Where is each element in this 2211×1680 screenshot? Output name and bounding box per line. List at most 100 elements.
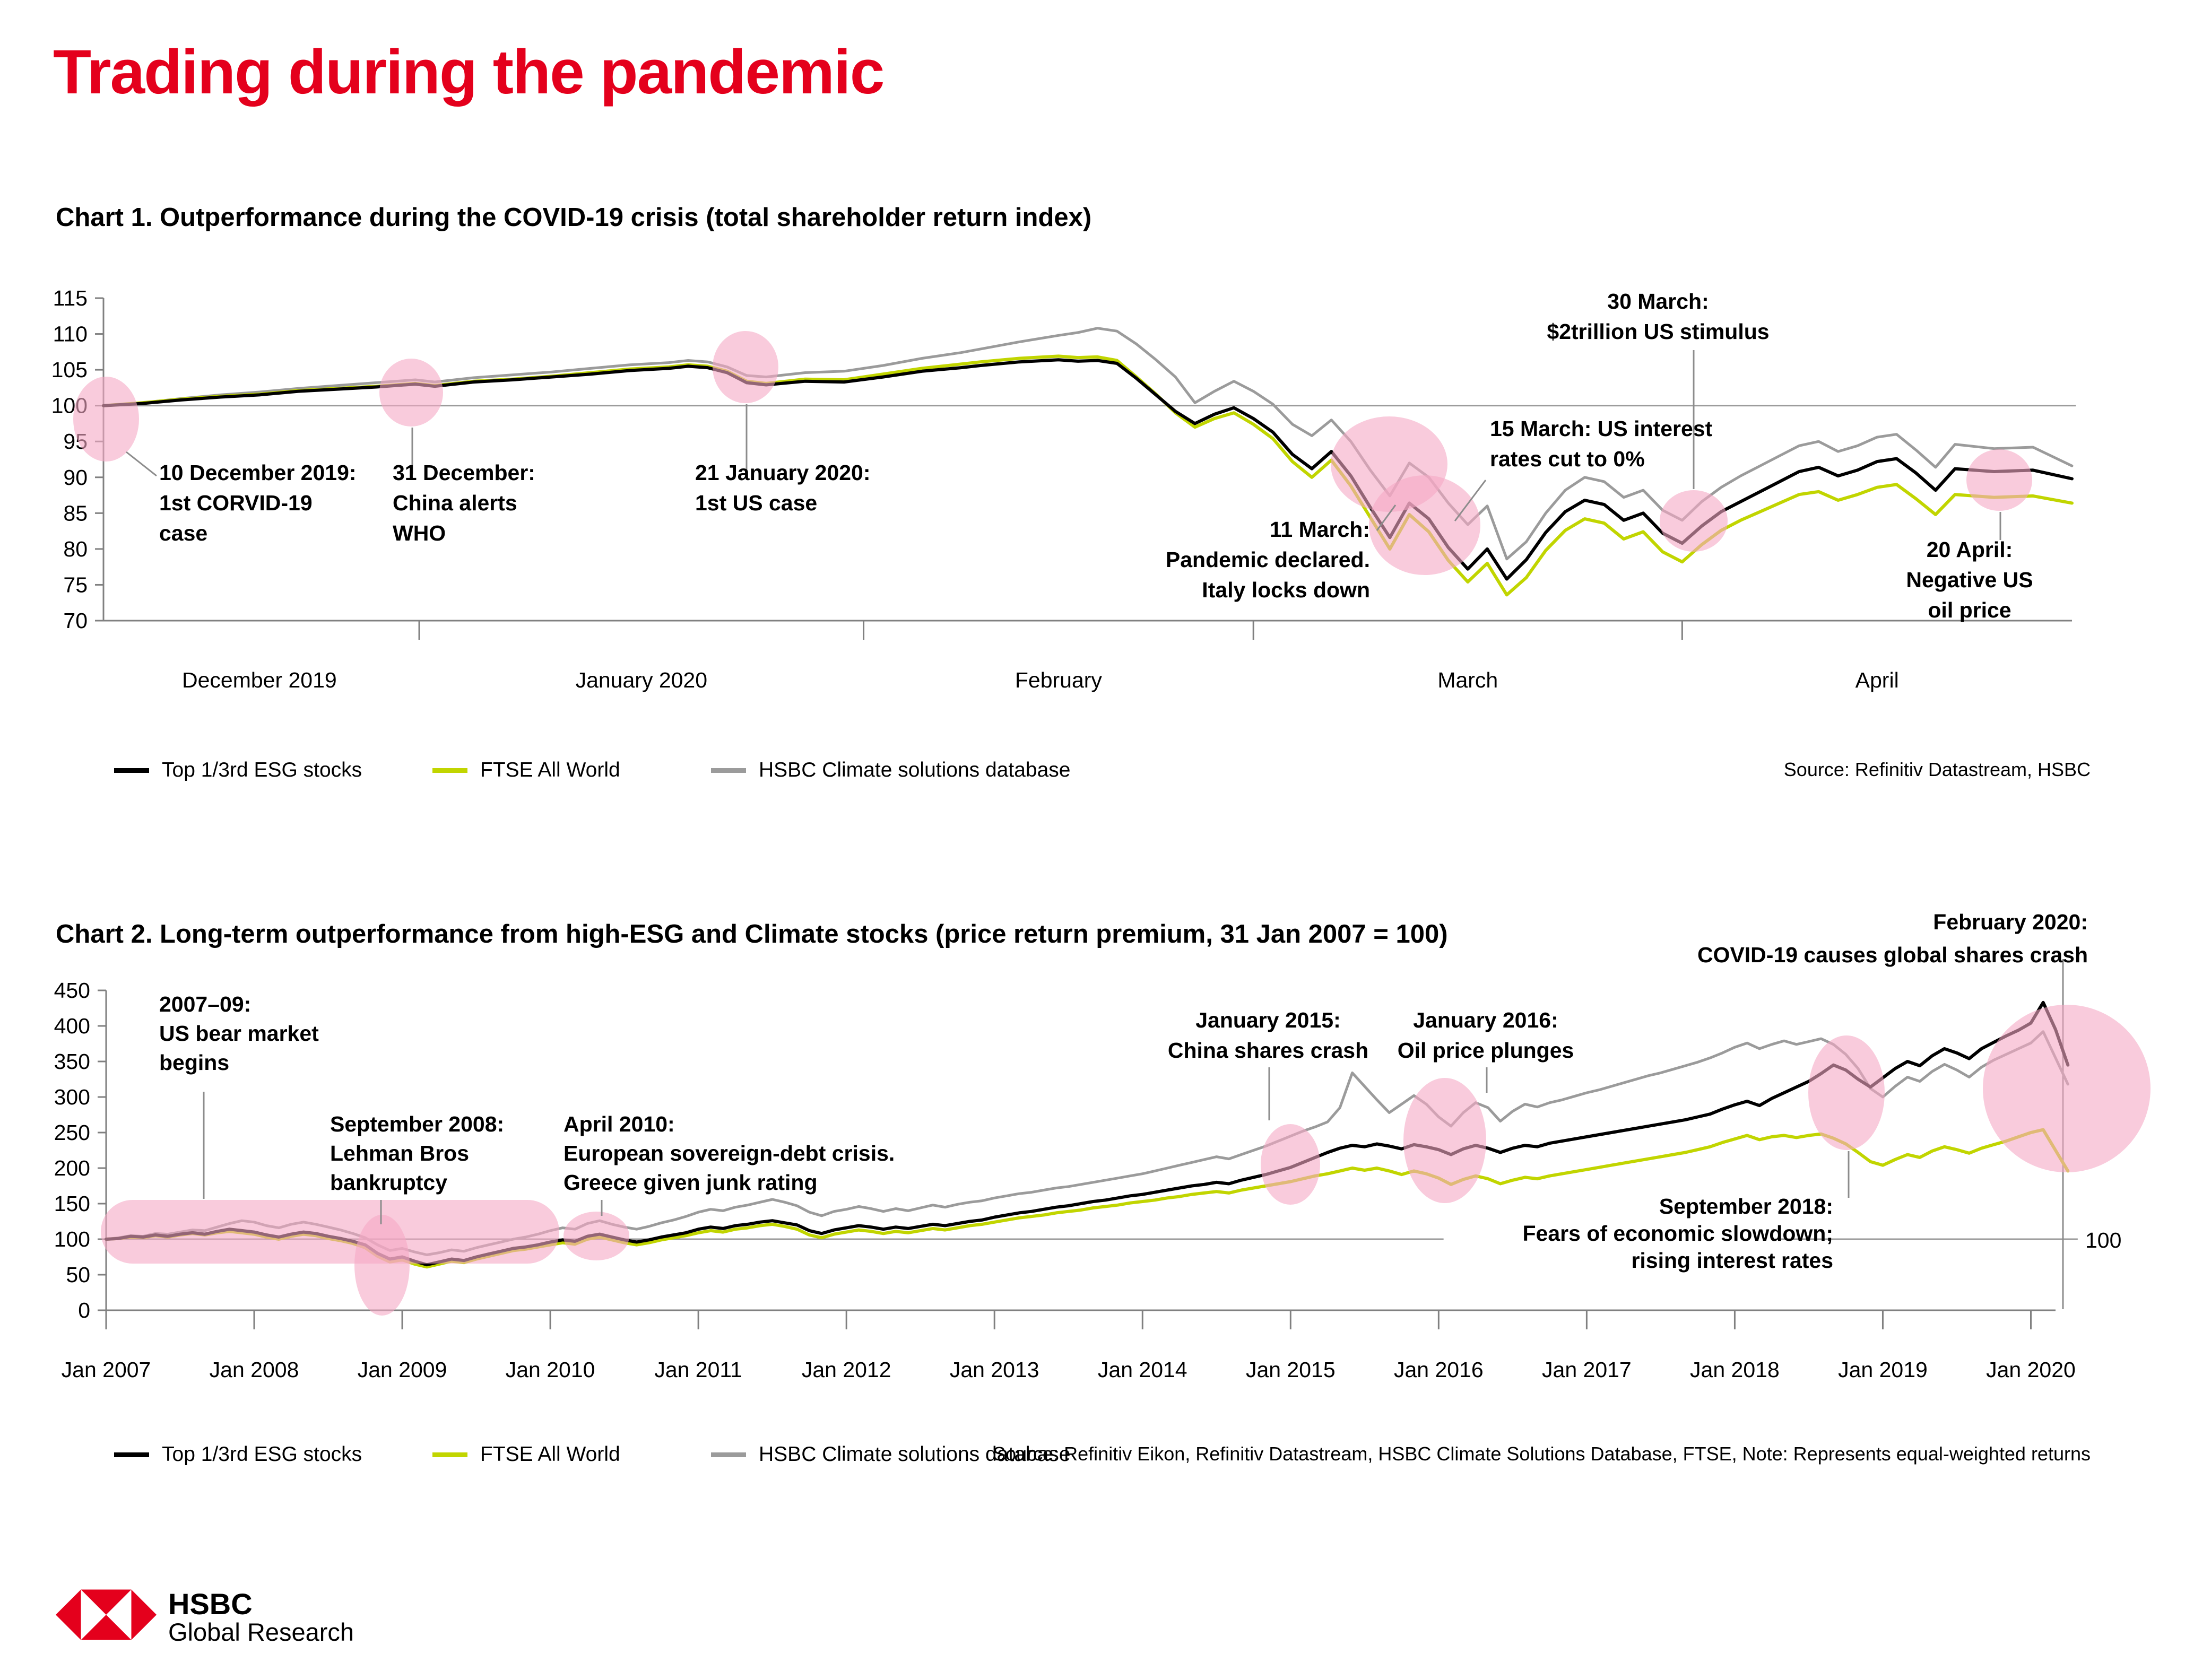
c2-x-label: Jan 2018 [1690, 1357, 1780, 1382]
c2-y-tick-label: 350 [54, 1049, 90, 1074]
c2-x-label: Jan 2020 [1986, 1357, 2076, 1382]
c1-highlight-region [379, 359, 443, 426]
legend-swatch-esg-icon [114, 768, 149, 773]
c1-annotation-text: 20 April: [1927, 537, 2013, 562]
c2-y-tick-label: 50 [66, 1263, 90, 1287]
chart1-title: Chart 1. Outperformance during the COVID… [56, 203, 1092, 232]
c2-highlight-region [1983, 1005, 2151, 1172]
c2-x-label: Jan 2013 [950, 1357, 1039, 1382]
c1-annotation-connector [126, 451, 157, 477]
c1-annotation-text: 21 January 2020: [695, 460, 871, 485]
legend-label-climate: HSBC Climate solutions database [759, 1443, 1071, 1466]
c2-y-tick-label: 0 [78, 1298, 90, 1322]
c2-highlight-region [101, 1200, 559, 1264]
c2-x-label: Jan 2015 [1246, 1357, 1336, 1382]
c2-y-tick-label: 400 [54, 1014, 90, 1038]
c1-annotation-connector [1376, 504, 1397, 531]
c2-y-tick-label: 250 [54, 1120, 90, 1145]
c2-x-label: Jan 2011 [654, 1357, 742, 1382]
c1-annotation-text: 1st US case [695, 491, 817, 515]
c2-annotation-text: January 2016: [1413, 1008, 1558, 1032]
c2-plot: 450 400 350 300 250 200 150 100 50 0 Jan 2007 Jan 2… [54, 910, 2151, 1382]
c2-x-label: Jan 2017 [1542, 1357, 1632, 1382]
c1-annotation-text: Negative US [1906, 568, 2033, 592]
c2-annotation-text: Fears of economic slowdown; [1523, 1221, 1833, 1246]
c1-annotation-text: rates cut to 0% [1490, 447, 1645, 471]
c1-annotation-text: 15 March: US interest [1490, 416, 1713, 441]
c2-annotation-text: begins [159, 1050, 229, 1075]
legend-item-ftse-chart1: FTSE All World [432, 759, 620, 782]
c2-annotation-text: Oil price plunges [1398, 1038, 1574, 1063]
c2-highlight-region [563, 1212, 629, 1260]
logo-division: Global Research [168, 1618, 354, 1646]
c1-highlight-region [713, 331, 778, 403]
hsbc-hexagon-icon [56, 1589, 157, 1640]
c1-x-label: January 2020 [576, 668, 707, 692]
c2-annotation-text: April 2010: [563, 1112, 675, 1136]
legend-label-climate: HSBC Climate solutions database [759, 759, 1071, 781]
c1-annotation-text: 11 March: [1270, 517, 1370, 542]
legend-label-ftse: FTSE All World [480, 759, 620, 781]
c2-x-label: Jan 2014 [1098, 1357, 1187, 1382]
c1-annotation-text: Italy locks down [1202, 578, 1370, 602]
c1-series-hsbc-climate-solutions-database [102, 327, 2074, 561]
c1-highlight-region [1369, 475, 1480, 575]
c1-annotation-text: China alerts [393, 491, 517, 515]
c2-annotation-text: Greece given junk rating [563, 1170, 818, 1195]
c1-x-label: March [1437, 668, 1498, 692]
legend-label-esg: Top 1/3rd ESG stocks [162, 1443, 362, 1466]
legend-label-ftse: FTSE All World [480, 1443, 620, 1466]
c1-annotation-text: case [159, 521, 207, 545]
chart2-title: Chart 2. Long-term outperformance from h… [56, 920, 1448, 948]
c1-annotation-text: 31 December: [393, 460, 535, 485]
page-title: Trading during the pandemic [53, 37, 885, 107]
c1-highlight-region [1660, 490, 1728, 552]
c2-x-label: Jan 2016 [1394, 1357, 1484, 1382]
c1-series-top-1-3rd-esg-stocks [102, 358, 2074, 581]
c1-y-tick-label: 85 [63, 501, 88, 525]
c2-annotation-text: September 2018: [1659, 1194, 1833, 1218]
legend-item-ftse-chart2: FTSE All World [432, 1443, 620, 1466]
c2-x-label: Jan 2007 [62, 1357, 151, 1382]
c2-annotation-text: September 2008: [330, 1112, 504, 1136]
legend-swatch-esg-icon [114, 1452, 149, 1457]
c1-x-label: February [1015, 668, 1103, 692]
legend-item-esg-chart1: Top 1/3rd ESG stocks [114, 759, 362, 782]
chart2-source: Source: Refinitiv Eikon, Refinitiv Datas… [993, 1443, 2091, 1465]
c2-annotation-text: rising interest rates [1631, 1248, 1833, 1273]
c1-annotation-text: 30 March: [1607, 289, 1709, 314]
c2-y-tick-label: 450 [54, 978, 90, 1003]
c1-highlight-region [73, 377, 139, 462]
c2-x-label: Jan 2010 [506, 1357, 595, 1382]
c2-highlight-region [1808, 1035, 1885, 1150]
c1-y-tick-label: 80 [63, 537, 88, 561]
legend-swatch-ftse-icon [432, 768, 467, 773]
legend-swatch-ftse-icon [432, 1452, 467, 1457]
c2-annotation-text: bankruptcy [330, 1170, 447, 1195]
legend-item-esg-chart2: Top 1/3rd ESG stocks [114, 1443, 362, 1466]
c2-y-tick-label: 200 [54, 1156, 90, 1180]
c2-y-tick-label: 100 [54, 1227, 90, 1251]
c1-annotation-text: $2trillion US stimulus [1547, 319, 1769, 344]
c1-y-tick-label: 75 [63, 572, 88, 597]
c1-y-tick-label: 105 [51, 358, 88, 382]
legend-item-climate-chart2: HSBC Climate solutions database [711, 1443, 1070, 1466]
c1-annotation-text: WHO [393, 521, 446, 545]
c1-y-tick-label: 90 [63, 465, 88, 490]
c2-x-label: Jan 2019 [1838, 1357, 1928, 1382]
c2-x-label: Jan 2008 [210, 1357, 299, 1382]
c2-highlight-region [1261, 1124, 1320, 1205]
legend-swatch-climate-icon [711, 768, 746, 773]
c2-annotation-text: Lehman Bros [330, 1141, 469, 1165]
c2-annotation-text: China shares crash [1168, 1038, 1368, 1063]
c2-x-label: Jan 2012 [802, 1357, 891, 1382]
chart1-source: Source: Refinitiv Datastream, HSBC [1783, 759, 2091, 780]
c2-x-label: Jan 2009 [358, 1357, 447, 1382]
logo-brand: HSBC [168, 1587, 253, 1621]
c2-y-tick-label: 300 [54, 1085, 90, 1109]
c2-y-tick-label: 150 [54, 1191, 90, 1216]
legend-label-esg: Top 1/3rd ESG stocks [162, 759, 362, 781]
